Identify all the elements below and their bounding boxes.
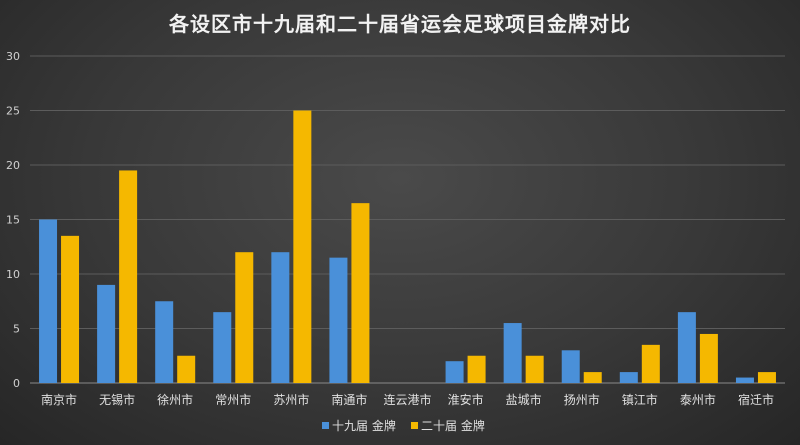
legend-label-2: 二十届 金牌 (421, 418, 485, 433)
x-category-label: 无锡市 (99, 392, 135, 407)
x-category-label: 盐城市 (506, 392, 542, 407)
bar-series1 (678, 312, 696, 383)
bar-series1 (39, 220, 57, 384)
x-category-label: 南通市 (331, 392, 367, 407)
bar-series2 (700, 334, 718, 383)
y-tick-label: 10 (6, 268, 20, 281)
bar-series1 (620, 372, 638, 383)
bar-series1 (97, 285, 115, 383)
x-category-label: 扬州市 (564, 392, 600, 407)
bar-series2 (235, 252, 253, 383)
legend-label-1: 十九届 金牌 (332, 418, 396, 433)
x-category-label: 苏州市 (273, 392, 309, 407)
bar-series2 (468, 356, 486, 383)
x-category-label: 泰州市 (680, 392, 716, 407)
bar-series1 (504, 323, 522, 383)
bar-series1 (329, 258, 347, 383)
y-tick-label: 20 (6, 159, 20, 172)
bar-series1 (271, 252, 289, 383)
y-tick-label: 15 (6, 214, 20, 227)
x-category-label: 镇江市 (622, 392, 658, 407)
legend-swatch-1 (322, 422, 329, 429)
bar-series1 (736, 378, 754, 383)
legend-swatch-2 (411, 422, 418, 429)
y-tick-label: 25 (6, 105, 20, 118)
x-category-label: 连云港市 (383, 392, 431, 407)
bar-series2 (526, 356, 544, 383)
bar-series2 (351, 203, 369, 383)
bar-series2 (642, 345, 660, 383)
x-category-label: 淮安市 (448, 392, 484, 407)
bar-series1 (155, 301, 173, 383)
bar-series1 (446, 361, 464, 383)
bar-series2 (177, 356, 195, 383)
bar-series2 (293, 111, 311, 384)
x-category-label: 常州市 (215, 392, 251, 407)
bar-series2 (584, 372, 602, 383)
x-category-label: 南京市 (41, 392, 77, 407)
y-tick-label: 5 (13, 323, 20, 336)
bar-series2 (61, 236, 79, 383)
bar-series1 (213, 312, 231, 383)
y-tick-label: 30 (6, 50, 20, 63)
bar-series2 (119, 170, 137, 383)
bar-series2 (758, 372, 776, 383)
y-tick-label: 0 (13, 377, 20, 390)
bar-series1 (562, 350, 580, 383)
x-category-label: 宿迁市 (738, 392, 774, 407)
x-category-label: 徐州市 (157, 392, 193, 407)
